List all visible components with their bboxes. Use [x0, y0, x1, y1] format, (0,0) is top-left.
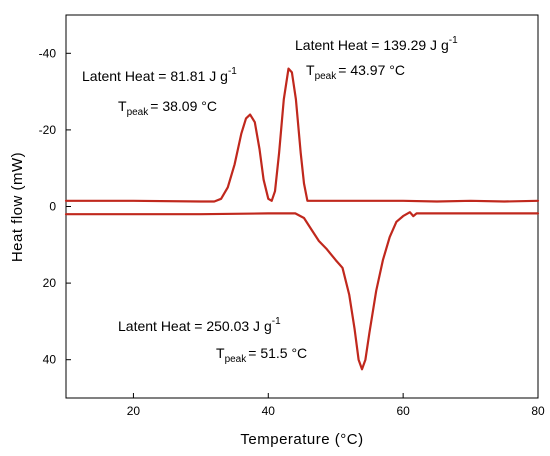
annotation-1-t-value: = 43.97 °C [338, 62, 405, 78]
annotation-1-label: Latent Heat = 139.29 J g [295, 37, 449, 53]
annotation-3-t-value: = 51.5 °C [248, 345, 307, 361]
x-tick-label: 20 [127, 404, 141, 418]
x-axis-title: Temperature (°C) [240, 431, 363, 448]
svg-text:Tpeak= 51.5 °C: Tpeak = 51.5 °C [216, 345, 307, 365]
y-tick-label: 40 [43, 353, 57, 367]
heating-curve-line [64, 67, 540, 203]
annotation-1-unit-sup: -1 [449, 35, 458, 46]
annotation-2-t-sub: peak [127, 107, 150, 118]
annotation-latent-heat-2: Latent Heat = 81.81 J g-1 Tpeak = 38.09 °… [82, 66, 237, 118]
annotation-3-t-sub: peak [225, 354, 248, 365]
annotation-3-unit-sup: -1 [272, 316, 281, 327]
annotation-2-unit-sup: -1 [228, 66, 237, 77]
y-tick-label: -20 [39, 123, 57, 137]
annotation-2-t-value: = 38.09 °C [150, 98, 217, 114]
x-tick-label: 40 [262, 404, 276, 418]
y-tick-label: 20 [43, 276, 57, 290]
svg-text:Latent Heat = 81.81 J g-1: Latent Heat = 81.81 J g-1 [82, 66, 237, 84]
axis-ticks: 20 40 60 80 -40 -20 0 20 40 [39, 46, 545, 418]
cooling-curve-line [64, 211, 540, 371]
y-tick-label: 0 [49, 200, 56, 214]
x-tick-label: 80 [531, 404, 545, 418]
y-tick-label: -40 [39, 46, 57, 60]
annotation-3-t: T [216, 345, 225, 361]
y-axis-title: Heat flow (mW) [9, 152, 26, 262]
annotation-3-label: Latent Heat = 250.03 J g [118, 318, 272, 334]
svg-text:Latent Heat = 250.03 J g-1: Latent Heat = 250.03 J g-1 [118, 316, 281, 334]
annotation-2-label: Latent Heat = 81.81 J g [82, 68, 228, 84]
svg-text:Latent Heat = 139.29 J g-1: Latent Heat = 139.29 J g-1 [295, 35, 458, 53]
annotation-latent-heat-1: Latent Heat = 139.29 J g-1 Tpeak = 43.97 … [295, 35, 458, 82]
svg-text:Tpeak= 43.97 °C: Tpeak = 43.97 °C [306, 62, 405, 82]
svg-text:Tpeak= 38.09 °C: Tpeak = 38.09 °C [118, 98, 217, 118]
annotation-2-t: T [118, 98, 127, 114]
x-tick-label: 60 [396, 404, 410, 418]
annotation-1-t-sub: peak [315, 71, 338, 82]
data-series [64, 67, 540, 371]
annotation-1-t: T [306, 62, 315, 78]
annotation-latent-heat-3: Latent Heat = 250.03 J g-1 Tpeak = 51.5 °… [118, 316, 307, 365]
